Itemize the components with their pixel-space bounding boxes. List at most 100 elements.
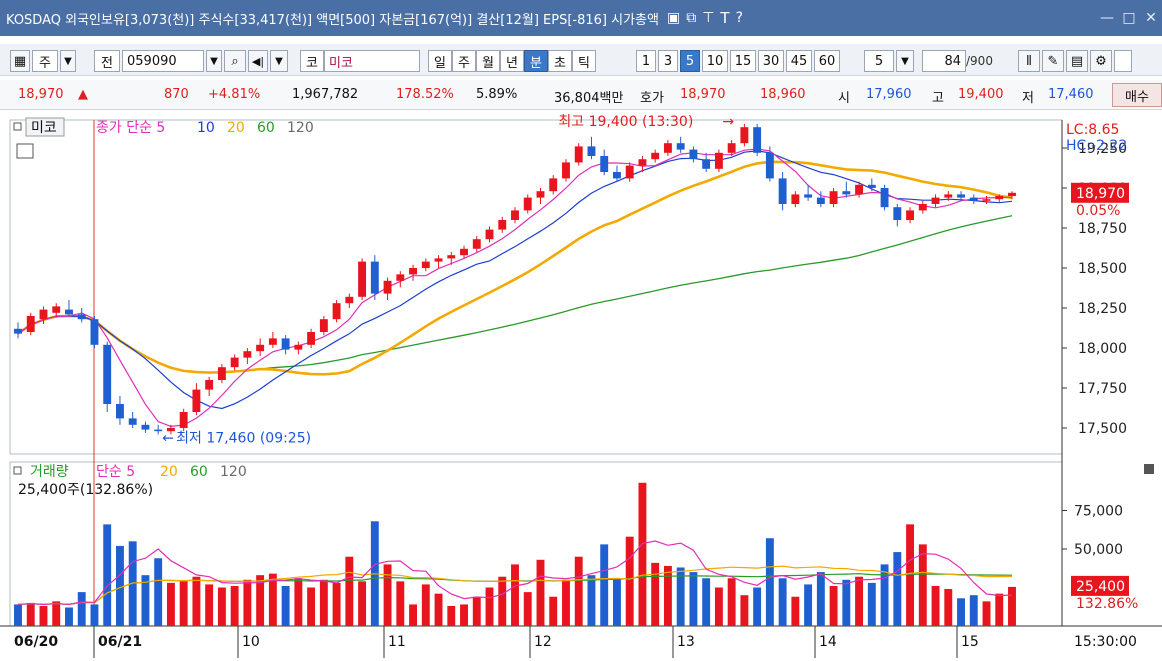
chart-area[interactable]: 19,25019,00018,75018,50018,25018,00017,7… xyxy=(0,114,1162,658)
volume-bar xyxy=(574,556,583,626)
font-icon[interactable]: T xyxy=(720,9,730,27)
candle-body xyxy=(294,344,303,350)
interval-dropdown-icon[interactable]: ▼ xyxy=(896,50,914,72)
volume-bar xyxy=(931,585,940,626)
code-input[interactable]: 059090 xyxy=(122,50,204,72)
candle-body xyxy=(536,191,545,198)
candle-body xyxy=(179,412,188,428)
candle-body xyxy=(689,149,698,160)
current-price-tag-label: 18,970 xyxy=(1076,186,1125,202)
period-button-5[interactable]: 초 xyxy=(548,50,572,72)
low-price: 17,460 xyxy=(1048,87,1094,102)
settings-icon[interactable]: ⚙ xyxy=(1090,50,1112,72)
volume-bar xyxy=(957,598,965,626)
help-icon[interactable]: ? xyxy=(735,10,744,26)
period-button-2[interactable]: 월 xyxy=(476,50,500,72)
period-button-1[interactable]: 주 xyxy=(452,50,476,72)
candle-body xyxy=(727,143,736,153)
candle-body xyxy=(332,303,341,320)
save-icon[interactable]: ▤ xyxy=(1066,50,1088,72)
price-change: 870 xyxy=(164,87,189,102)
volume-bar xyxy=(549,596,558,626)
volume-bar xyxy=(702,578,711,626)
close-icon[interactable]: ✕ xyxy=(1145,10,1157,26)
volume-tag xyxy=(1071,575,1129,596)
freq-dropdown-icon[interactable]: ▼ xyxy=(60,50,76,72)
hour-label-13: 13 xyxy=(677,634,695,650)
right-arrow-icon: → xyxy=(722,114,734,130)
candle-body xyxy=(944,194,953,198)
sound-icon[interactable]: ◀| xyxy=(248,50,268,72)
buy-button[interactable]: 매수 xyxy=(1112,83,1162,107)
code-dropdown-icon[interactable]: ▼ xyxy=(206,50,222,72)
window-copy-icon[interactable]: ⧉ xyxy=(686,10,697,26)
candle-body xyxy=(217,367,226,380)
price-tick-label: 19,250 xyxy=(1078,141,1127,157)
low-label: 저 xyxy=(1022,91,1034,106)
volume-bar xyxy=(804,584,813,626)
price-tick-label: 17,500 xyxy=(1078,421,1127,437)
period-button-6[interactable]: 틱 xyxy=(572,50,596,72)
interval-button-1[interactable]: 1 xyxy=(636,50,656,72)
legend-ma-20: 20 xyxy=(227,120,245,136)
candle-body xyxy=(982,199,991,201)
volume-bar xyxy=(307,587,316,626)
volume-bar xyxy=(906,524,915,626)
interval-button-45[interactable]: 45 xyxy=(786,50,812,72)
candle-body xyxy=(676,143,685,150)
draw-tool-icon[interactable]: ✎ xyxy=(1042,50,1064,72)
interval-button-10[interactable]: 10 xyxy=(702,50,728,72)
interval-button-5[interactable]: 5 xyxy=(680,50,700,72)
chart-menu-icon[interactable]: ▦ xyxy=(10,50,30,72)
volume-bar xyxy=(969,595,978,626)
maximize-icon[interactable]: □ xyxy=(1122,10,1136,26)
hour-label-12: 12 xyxy=(534,634,552,650)
high-price: 19,400 xyxy=(958,87,1004,102)
stock-name-field[interactable]: 미코 xyxy=(324,50,420,72)
candle-body xyxy=(523,197,532,211)
count-input[interactable]: 84 xyxy=(922,50,966,72)
candle-body xyxy=(778,178,787,204)
candle-body xyxy=(192,389,201,412)
volume-bar xyxy=(243,579,252,626)
volume-bar xyxy=(778,578,787,626)
candle-body xyxy=(345,296,354,304)
volume-bar xyxy=(562,579,570,626)
freq-select[interactable]: 주 xyxy=(32,50,58,72)
period-button-0[interactable]: 일 xyxy=(428,50,452,72)
minimize-icon[interactable]: — xyxy=(1100,10,1114,26)
legend-ma-10: 10 xyxy=(197,120,215,136)
checkbox[interactable] xyxy=(1114,50,1132,72)
pin-icon[interactable]: ⊤ xyxy=(702,10,715,26)
candle-body xyxy=(14,328,22,334)
volume-bar xyxy=(434,593,443,626)
volume-bar xyxy=(14,604,22,626)
candle-body xyxy=(663,143,672,153)
sound-dropdown-icon[interactable]: ▼ xyxy=(270,50,288,72)
volume-bar xyxy=(651,562,660,626)
interval-select[interactable]: 5 xyxy=(864,50,894,72)
candle-style-icon[interactable]: ⫴ xyxy=(1018,50,1040,72)
interval-button-15[interactable]: 15 xyxy=(730,50,756,72)
volume-bar xyxy=(52,601,61,626)
volume-bar xyxy=(791,596,800,626)
candle-body xyxy=(65,309,73,315)
period-button-3[interactable]: 년 xyxy=(500,50,524,72)
candle-body xyxy=(358,261,367,297)
volume-bar xyxy=(319,579,328,626)
current-price-tag xyxy=(1071,182,1129,203)
candle-body xyxy=(90,319,99,345)
candle-body xyxy=(587,146,596,156)
period-button-4[interactable]: 분 xyxy=(524,50,548,72)
interval-button-3[interactable]: 3 xyxy=(658,50,678,72)
candle-body xyxy=(26,316,35,332)
volume-bar xyxy=(740,595,749,626)
interval-button-60[interactable]: 60 xyxy=(814,50,840,72)
candlestick-chart[interactable]: 19,25019,00018,75018,50018,25018,00017,7… xyxy=(0,114,1162,658)
volume-legend-square-icon xyxy=(13,466,22,475)
candle-body xyxy=(460,248,468,256)
interval-button-30[interactable]: 30 xyxy=(758,50,784,72)
search-icon[interactable]: ⌕ xyxy=(224,50,246,72)
layout-icon[interactable]: ▣ xyxy=(666,10,681,26)
prev-button[interactable]: 전 xyxy=(94,50,120,72)
